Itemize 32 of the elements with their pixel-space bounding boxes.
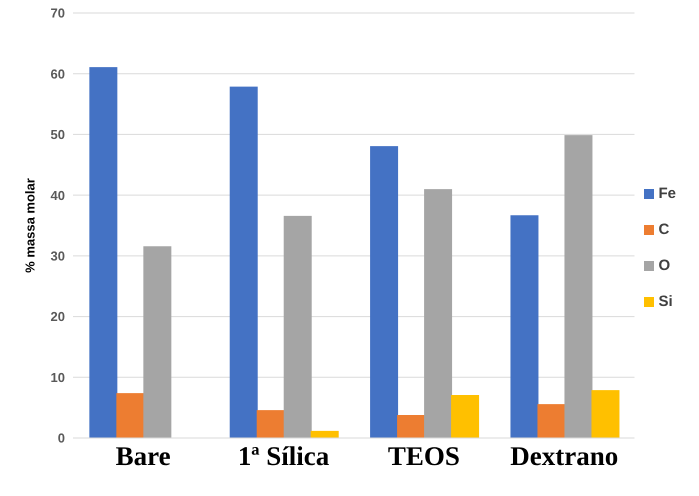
bar [116, 393, 144, 438]
legend-label: O [658, 257, 670, 274]
y-axis-title: % massa molar [22, 178, 38, 273]
x-tick-label: 1ª Sílica [238, 441, 330, 472]
legend-label: Fe [658, 185, 676, 202]
bar [143, 246, 172, 438]
y-tick-label: 60 [50, 66, 65, 82]
y-tick-label: 10 [50, 370, 65, 385]
y-tick-label: 20 [50, 309, 65, 324]
legend-label: Si [658, 293, 673, 310]
legend-label: C [658, 221, 670, 238]
bar [89, 67, 118, 438]
bar [510, 215, 538, 438]
bar [564, 135, 592, 438]
bar [451, 395, 480, 438]
bar [424, 189, 452, 438]
bar [310, 430, 339, 438]
y-tick-label: 50 [50, 127, 65, 142]
y-tick-label: 0 [58, 430, 65, 446]
bar [397, 415, 426, 438]
bar [284, 216, 312, 438]
y-tick-label: 30 [50, 248, 65, 264]
x-tick-label: Dextrano [510, 441, 618, 472]
x-tick-label: Bare [116, 441, 171, 472]
y-tick-label: 70 [50, 6, 65, 21]
bar [591, 390, 620, 438]
x-tick-label: TEOS [388, 441, 460, 472]
y-tick-label: 40 [50, 188, 65, 203]
bar [537, 404, 566, 438]
bar [256, 410, 285, 438]
bar [230, 86, 258, 438]
bar [370, 146, 398, 438]
